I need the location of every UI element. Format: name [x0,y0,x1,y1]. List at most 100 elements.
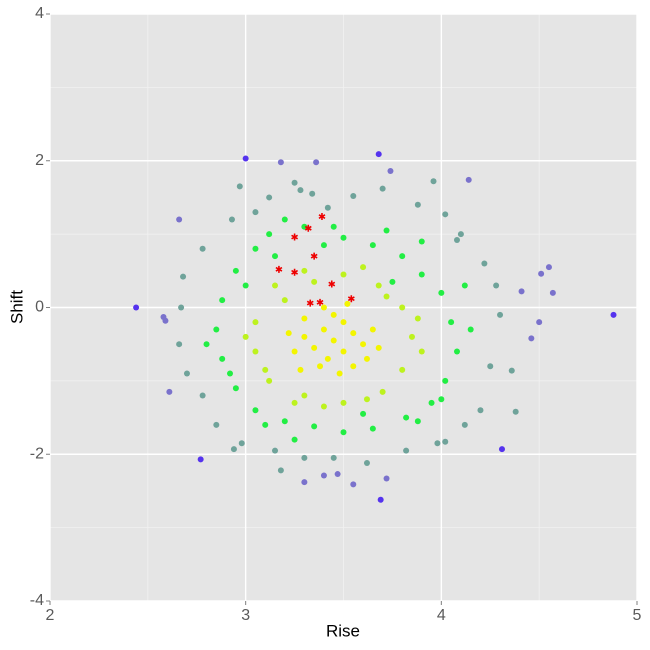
point [467,326,474,333]
point [538,270,545,277]
x-tick-label: 4 [437,607,446,624]
point [610,311,617,318]
point [176,216,183,223]
point [350,330,357,337]
point [360,341,367,348]
point [434,440,441,447]
x-tick-label: 3 [241,607,250,624]
point [512,408,519,415]
point [481,260,488,267]
point [242,282,249,289]
point [281,418,288,425]
point [176,341,183,348]
point [242,155,249,162]
point [166,388,173,395]
point [350,363,357,370]
point [266,377,273,384]
point [461,421,468,428]
point [477,407,484,414]
point [301,267,308,274]
point [453,348,460,355]
point [252,209,259,216]
point [291,179,298,186]
point [291,348,298,355]
point [162,317,169,324]
point [330,223,337,230]
point [414,201,421,208]
point [528,335,535,342]
point [369,242,376,249]
point [252,407,259,414]
point [316,298,324,306]
point [377,496,384,503]
point [344,300,351,307]
point [457,231,464,238]
point [252,348,259,355]
point [363,460,370,467]
point [340,319,347,326]
point [309,190,316,197]
point [301,454,308,461]
point [375,151,382,158]
point [306,299,314,307]
x-tick-label: 5 [633,607,642,624]
point [297,366,304,373]
point [340,234,347,241]
point [213,326,220,333]
y-tick-label: 2 [35,152,44,169]
point [536,319,543,326]
point [180,273,187,280]
point [262,421,269,428]
point [493,282,500,289]
point [301,315,308,322]
point [301,479,308,486]
point [508,367,515,374]
point [383,227,390,234]
point [236,183,243,190]
point [301,333,308,340]
point [408,333,415,340]
point [399,366,406,373]
point [403,447,410,454]
point [418,271,425,278]
point [252,245,259,252]
y-tick-label: 0 [35,299,44,316]
point [281,297,288,304]
point [291,399,298,406]
point [438,396,445,403]
point [438,289,445,296]
point [272,253,279,260]
point [311,344,318,351]
point [183,370,190,377]
point [178,304,185,311]
point [403,414,410,421]
y-tick-label: -4 [30,592,44,609]
point [238,440,245,447]
point [350,192,357,199]
point [453,236,460,243]
point [360,264,367,271]
point [363,355,370,362]
point [518,288,525,295]
point [199,245,206,252]
point [498,446,505,453]
point [324,355,331,362]
point [275,265,283,273]
point [363,396,370,403]
point [383,293,390,300]
point [369,326,376,333]
point [340,271,347,278]
point [197,456,204,463]
point [301,392,308,399]
point [383,475,390,482]
x-axis-title: Rise [326,621,360,640]
point [277,467,284,474]
point [318,213,326,221]
point [320,403,327,410]
point [399,304,406,311]
y-tick-label: 4 [35,5,44,22]
point [133,304,140,311]
point [369,425,376,432]
point [320,242,327,249]
